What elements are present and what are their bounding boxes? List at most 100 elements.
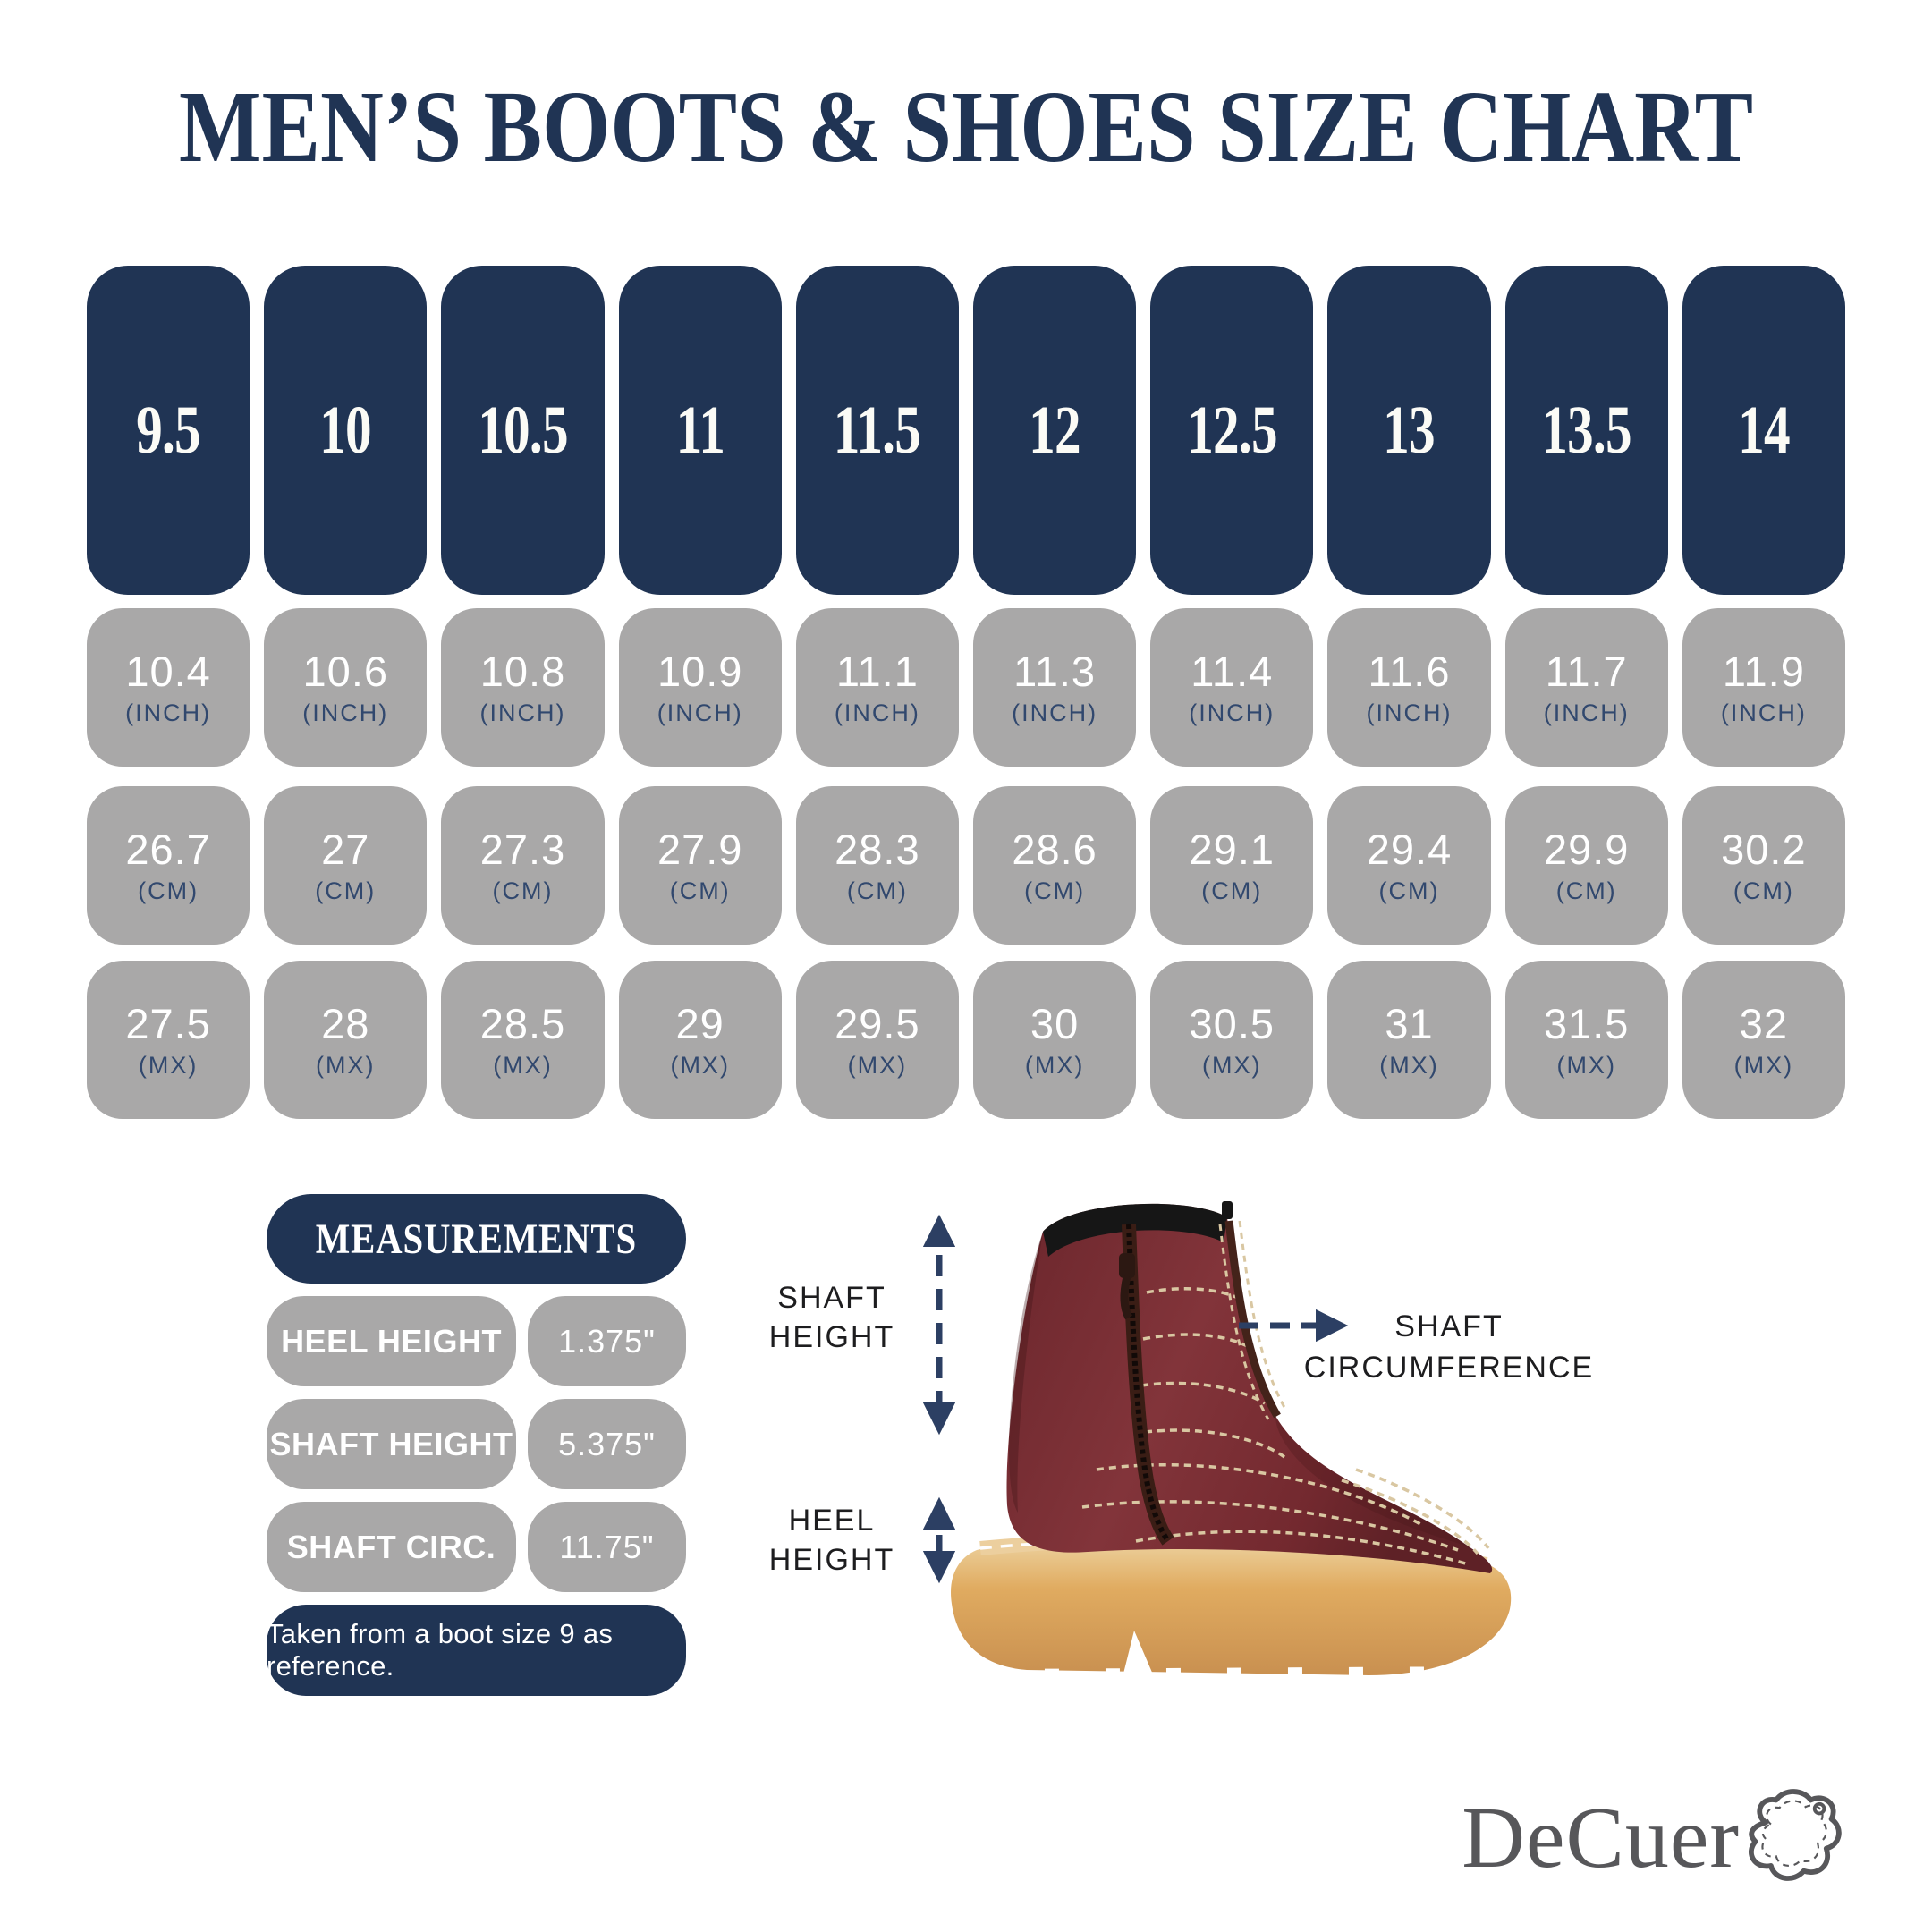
inch-value: 10.8 xyxy=(479,647,566,695)
mx-value: 28 xyxy=(321,999,370,1047)
size-column: 12 11.3 (INCH) 28.6 (CM) 30 (MX) xyxy=(972,266,1137,1119)
size-column: 14 11.9 (INCH) 30.2 (CM) 32 (MX) xyxy=(1682,266,1845,1119)
size-pill: 9.5 xyxy=(87,266,250,595)
inch-unit: (INCH) xyxy=(1366,699,1453,726)
inch-cell: 11.4 (INCH) xyxy=(1150,608,1314,767)
inch-value: 11.4 xyxy=(1191,647,1274,695)
mx-unit: (MX) xyxy=(1733,1051,1794,1079)
cm-cell: 27.3 (CM) xyxy=(441,786,605,945)
inch-value: 11.7 xyxy=(1545,647,1628,695)
size-column: 10 10.6 (INCH) 27 (CM) 28 (MX) xyxy=(264,266,428,1119)
mx-unit: (MX) xyxy=(1202,1051,1262,1079)
boot-photo xyxy=(951,1201,1512,1683)
mx-value: 29 xyxy=(675,999,724,1047)
mx-unit: (MX) xyxy=(670,1051,730,1079)
cm-value: 29.1 xyxy=(1189,825,1275,873)
heel-height-label: HEEL HEIGHT xyxy=(267,1296,516,1386)
size-pill: 13 xyxy=(1327,266,1491,595)
measurements-header-text: MEASUREMENTS xyxy=(315,1215,638,1263)
size-pill: 13.5 xyxy=(1504,266,1668,595)
mx-unit: (MX) xyxy=(1024,1051,1085,1079)
measurements-header: MEASUREMENTS xyxy=(267,1194,686,1284)
size-pill: 10.5 xyxy=(441,266,605,595)
mx-unit: (MX) xyxy=(1379,1051,1439,1079)
size-label: 11 xyxy=(675,392,724,468)
inch-cell: 11.9 (INCH) xyxy=(1682,608,1845,767)
inch-value: 10.4 xyxy=(125,647,211,695)
cm-value: 27 xyxy=(321,825,370,873)
size-column: 9.5 10.4 (INCH) 26.7 (CM) 27.5 (MX) xyxy=(87,266,250,1119)
mx-cell: 29.5 (MX) xyxy=(795,961,959,1119)
measurement-row: HEEL HEIGHT 1.375" xyxy=(267,1296,686,1386)
cm-value: 27.9 xyxy=(657,825,743,873)
size-label: 12.5 xyxy=(1186,392,1277,468)
inch-unit: (INCH) xyxy=(1543,699,1630,726)
inch-cell: 10.8 (INCH) xyxy=(441,608,605,767)
shaft-circumference-annotation-line2: CIRCUMFERENCE xyxy=(1303,1351,1595,1385)
mx-cell: 28.5 (MX) xyxy=(441,961,605,1119)
cm-unit: (CM) xyxy=(1378,877,1440,904)
inch-unit: (INCH) xyxy=(657,699,743,726)
mx-cell: 31 (MX) xyxy=(1327,961,1491,1119)
inch-value: 11.6 xyxy=(1368,647,1451,695)
measurement-row: SHAFT CIRC. 11.75" xyxy=(267,1502,686,1592)
cm-value: 26.7 xyxy=(125,825,211,873)
size-pill: 11.5 xyxy=(795,266,959,595)
mx-unit: (MX) xyxy=(847,1051,908,1079)
heel-height-annotation-line2: HEIGHT xyxy=(768,1543,895,1577)
page-title: MEN’S BOOTS & SHOES SIZE CHART xyxy=(0,52,1932,195)
mx-cell: 32 (MX) xyxy=(1682,961,1845,1119)
cm-unit: (CM) xyxy=(492,877,554,904)
cm-unit: (CM) xyxy=(315,877,377,904)
inch-cell: 11.1 (INCH) xyxy=(795,608,959,767)
mx-cell: 27.5 (MX) xyxy=(87,961,250,1119)
size-label: 12 xyxy=(1029,392,1080,468)
inch-unit: (INCH) xyxy=(1720,699,1807,726)
mx-value: 31.5 xyxy=(1543,999,1630,1047)
cm-unit: (CM) xyxy=(1555,877,1617,904)
cm-cell: 29.9 (CM) xyxy=(1504,786,1668,945)
reference-note: Taken from a boot size 9 as reference. xyxy=(267,1605,686,1696)
inch-value: 11.9 xyxy=(1722,647,1805,695)
cm-value: 29.9 xyxy=(1543,825,1630,873)
mx-value: 28.5 xyxy=(479,999,566,1047)
leather-hide-icon xyxy=(1749,1789,1842,1881)
cm-cell: 28.3 (CM) xyxy=(795,786,959,945)
mx-cell: 28 (MX) xyxy=(264,961,428,1119)
inch-unit: (INCH) xyxy=(1012,699,1098,726)
cm-unit: (CM) xyxy=(1024,877,1086,904)
shaft-circ-row-value: 11.75" xyxy=(528,1502,686,1592)
shaft-height-annotation: SHAFT HEIGHT xyxy=(742,1278,921,1357)
inch-unit: (INCH) xyxy=(1189,699,1275,726)
inch-value: 11.1 xyxy=(835,647,919,695)
cm-unit: (CM) xyxy=(1201,877,1263,904)
cm-value: 27.3 xyxy=(479,825,566,873)
size-pill: 10 xyxy=(264,266,428,595)
cm-cell: 29.1 (CM) xyxy=(1150,786,1314,945)
size-label: 13.5 xyxy=(1541,392,1631,468)
brand-logo: DeCuer xyxy=(1427,1775,1847,1901)
mx-cell: 29 (MX) xyxy=(618,961,782,1119)
inch-unit: (INCH) xyxy=(302,699,389,726)
inch-value: 11.3 xyxy=(1013,647,1097,695)
cm-value: 28.6 xyxy=(1012,825,1097,873)
shaft-height-annotation-line2: HEIGHT xyxy=(768,1320,895,1354)
inch-cell: 10.6 (INCH) xyxy=(264,608,428,767)
heel-height-annotation: HEEL HEIGHT xyxy=(742,1501,921,1580)
size-column: 13 11.6 (INCH) 29.4 (CM) 31 (MX) xyxy=(1327,266,1491,1119)
cm-value: 28.3 xyxy=(835,825,920,873)
size-column: 11 10.9 (INCH) 27.9 (CM) 29 (MX) xyxy=(618,266,782,1119)
size-label: 9.5 xyxy=(136,392,201,468)
mx-cell: 30 (MX) xyxy=(972,961,1137,1119)
size-column: 11.5 11.1 (INCH) 28.3 (CM) 29.5 (MX) xyxy=(795,266,959,1119)
heel-height-value: 1.375" xyxy=(528,1296,686,1386)
inch-cell: 11.7 (INCH) xyxy=(1504,608,1668,767)
size-pill: 12 xyxy=(972,266,1137,595)
cm-unit: (CM) xyxy=(1733,877,1794,904)
mx-unit: (MX) xyxy=(493,1051,553,1079)
inch-value: 10.6 xyxy=(302,647,389,695)
cm-cell: 30.2 (CM) xyxy=(1682,786,1845,945)
size-label: 10 xyxy=(319,392,372,468)
cm-value: 29.4 xyxy=(1366,825,1453,873)
size-pill: 14 xyxy=(1682,266,1845,595)
